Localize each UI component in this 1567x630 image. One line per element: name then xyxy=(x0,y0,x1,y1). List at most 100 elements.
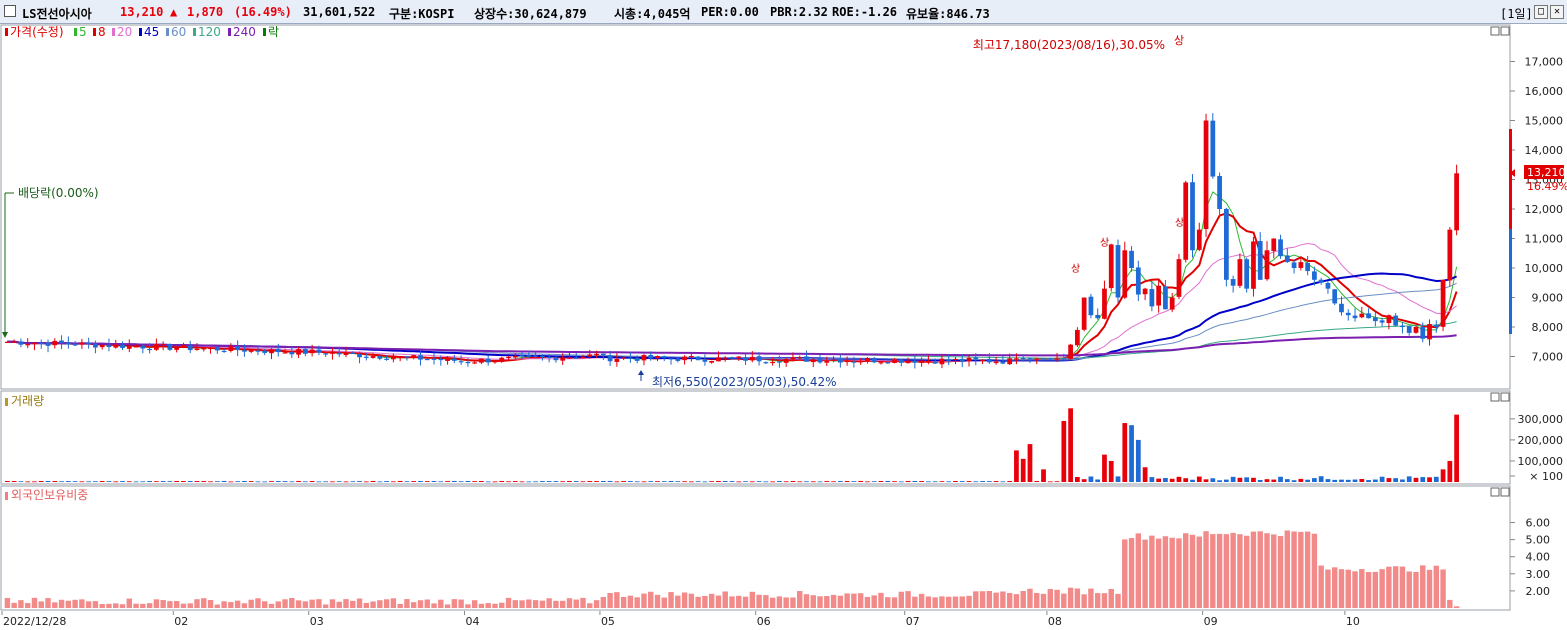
window-checkbox[interactable] xyxy=(4,5,16,17)
foreign-panel-label[interactable]: 외국인보유비중 xyxy=(11,488,88,502)
volume-bar xyxy=(1007,481,1013,482)
volume-bar xyxy=(1014,450,1019,482)
volume-bar xyxy=(716,481,721,482)
legend-item[interactable]: 5 xyxy=(79,25,87,39)
candle-body xyxy=(959,358,965,362)
volume-bar xyxy=(1386,478,1392,482)
foreign-panel-frame xyxy=(0,485,1511,611)
volume-bar xyxy=(391,481,396,483)
volume-bar xyxy=(865,481,870,483)
close-button[interactable]: ✕ xyxy=(1550,5,1564,19)
foreign-panel-controls[interactable] xyxy=(1490,487,1510,497)
volume-bar xyxy=(1108,460,1114,482)
volume-bar xyxy=(445,481,450,482)
candle-body xyxy=(1400,325,1405,328)
period-selector[interactable]: [1일] xyxy=(1500,7,1533,21)
candle-body xyxy=(397,356,403,359)
candle-body xyxy=(1284,255,1290,263)
volume-bar xyxy=(600,480,606,482)
foreign-ratio-bar xyxy=(1210,534,1216,608)
candle-body xyxy=(32,343,37,345)
legend-item[interactable]: 45 xyxy=(144,25,159,39)
foreign-ratio-bar xyxy=(316,599,322,608)
volume-bar xyxy=(11,481,17,482)
candle-body xyxy=(235,346,241,351)
volume-bar xyxy=(1000,481,1006,483)
candle-body xyxy=(1291,262,1297,268)
x-axis-label: 09 xyxy=(1204,615,1218,628)
restore-button[interactable]: □ xyxy=(1534,5,1548,19)
foreign-ratio-bar xyxy=(167,601,173,608)
foreign-ratio-bar xyxy=(661,597,667,608)
foreign-ratio-bar xyxy=(356,598,363,608)
foreign-ratio-bar xyxy=(1108,588,1114,608)
x-axis-labels: 2022/12/28 02 03 04 05 06 07 08 09 10 xyxy=(3,615,1360,628)
price-legend[interactable]: 가격(수정) 5 8 20 45 60 120 240 락 xyxy=(5,25,279,39)
ma-240-line xyxy=(7,334,1457,357)
volume-bar xyxy=(242,480,247,482)
volume-bar xyxy=(492,481,498,483)
legend-item[interactable]: 가격(수정) xyxy=(10,25,64,39)
foreign-ratio-bar xyxy=(769,597,776,608)
pbr-value: PBR:2.32 xyxy=(770,5,828,19)
price-tick-label: 12,000 xyxy=(1525,203,1564,216)
foreign-ratio-bar xyxy=(715,595,722,608)
volume-bar xyxy=(810,481,816,483)
foreign-ratio-bar xyxy=(648,591,654,608)
foreign-ratio-bar xyxy=(268,603,275,608)
foreign-ratio-bar xyxy=(126,598,132,608)
volume-panel-controls[interactable] xyxy=(1490,392,1510,402)
foreign-ratio-bar xyxy=(505,597,512,608)
candle-body xyxy=(1318,279,1324,283)
foreign-ratio-bar xyxy=(417,600,424,608)
candle-body xyxy=(1271,238,1277,251)
foreign-ratio-bar xyxy=(201,598,207,608)
candle-body xyxy=(262,350,268,353)
volume-bar xyxy=(485,481,491,483)
foreign-ratio-bar xyxy=(458,599,464,608)
listed-shares: 상장수:30,624,879 xyxy=(474,7,587,21)
legend-item[interactable]: 240 xyxy=(233,25,256,39)
volume-bar xyxy=(1427,477,1432,482)
foreign-ratio-bar xyxy=(1304,531,1311,608)
candle-body xyxy=(181,344,186,348)
legend-item[interactable]: 8 xyxy=(98,25,106,39)
foreign-ratio-bar xyxy=(1338,569,1345,608)
volume-bar xyxy=(1345,479,1351,482)
foreign-ratio-bar xyxy=(18,600,24,608)
foreign-ratio-bar xyxy=(424,599,430,608)
foreign-ratio-bar xyxy=(99,604,105,608)
legend-item[interactable]: 120 xyxy=(198,25,221,39)
volume-bar xyxy=(1203,479,1209,482)
volume-bar xyxy=(763,481,769,483)
legend-swatch xyxy=(139,28,142,36)
price-panel-controls[interactable] xyxy=(1490,26,1510,36)
volume-bar xyxy=(465,480,471,482)
price-tick-label: 16,000 xyxy=(1525,85,1564,98)
stock-chart[interactable]: 17,00016,00015,00014,00013,00012,00011,0… xyxy=(0,24,1567,630)
legend-item[interactable]: 60 xyxy=(171,25,186,39)
legend-item[interactable]: 20 xyxy=(117,25,132,39)
candle-body xyxy=(621,357,627,359)
legend-item[interactable]: 락 xyxy=(268,25,279,39)
volume-bar xyxy=(878,481,884,482)
candle-body xyxy=(675,358,681,361)
foreign-ratio-bar xyxy=(79,599,85,608)
foreign-legend-icon xyxy=(5,492,8,500)
foreign-ratio-bar xyxy=(350,600,356,608)
candle-body xyxy=(11,341,17,343)
candle-body xyxy=(418,355,423,360)
volume-bar xyxy=(885,480,891,482)
candle-body xyxy=(431,358,437,360)
foreign-ratio-bar xyxy=(851,593,857,608)
candle-body xyxy=(248,349,254,352)
upper-limit-marker-3: 상 xyxy=(1100,237,1109,249)
volume-panel-label[interactable]: 거래량 xyxy=(11,394,44,408)
candle-body xyxy=(573,357,579,359)
candle-body xyxy=(892,359,897,363)
volume-bar xyxy=(1339,479,1344,482)
foreign-ratio-bar xyxy=(1006,592,1013,608)
foreign-ratio-bar xyxy=(289,597,295,608)
volume-bar xyxy=(892,481,897,483)
candle-body xyxy=(1352,315,1358,319)
